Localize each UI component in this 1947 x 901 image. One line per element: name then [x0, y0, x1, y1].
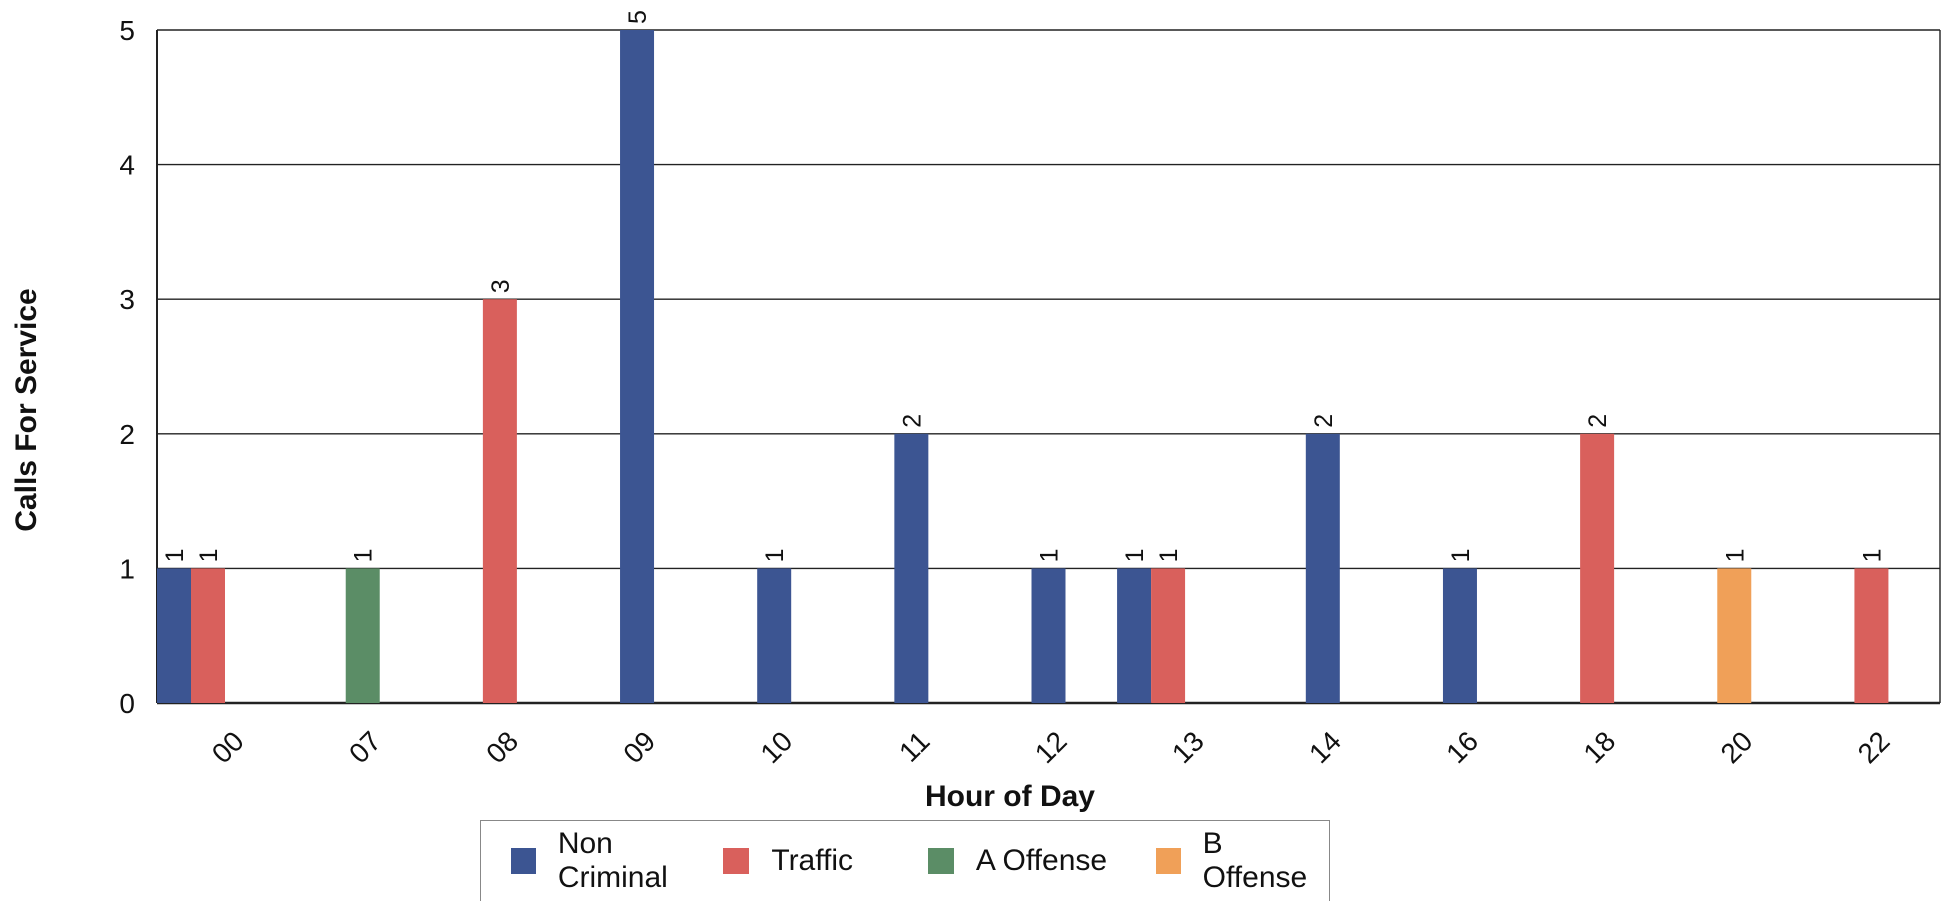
data-label: 1 — [195, 548, 223, 562]
x-tick-label: 10 — [754, 725, 798, 769]
data-label: 2 — [1584, 414, 1612, 428]
x-tick-label: 12 — [1029, 725, 1073, 769]
bar-a-offense-07 — [346, 568, 380, 703]
bar-non-criminal-14 — [1306, 434, 1340, 703]
bar-non-criminal-16 — [1443, 568, 1477, 703]
data-label: 1 — [1121, 548, 1149, 562]
y-tick-label: 1 — [119, 553, 135, 584]
x-tick-label: 00 — [206, 725, 250, 769]
bar-non-criminal-13 — [1117, 568, 1151, 703]
legend-label: A Offense — [976, 844, 1107, 878]
x-tick-label: 13 — [1166, 725, 1210, 769]
bar-non-criminal-11 — [894, 434, 928, 703]
legend-swatch — [511, 848, 536, 874]
y-axis-ticks: 0 1 2 3 4 5 — [119, 15, 135, 719]
x-tick-label: 16 — [1440, 725, 1484, 769]
x-tick-label: 22 — [1852, 725, 1896, 769]
legend-label: Traffic — [771, 844, 853, 878]
x-tick-label: 09 — [617, 725, 661, 769]
legend-item-traffic: Traffic — [723, 844, 928, 878]
legend-item-non-criminal: Non Criminal — [511, 827, 723, 895]
data-label: 1 — [1036, 548, 1064, 562]
data-label: 5 — [624, 10, 652, 24]
data-label: 2 — [898, 414, 926, 428]
legend-label: B Offense — [1203, 827, 1329, 895]
bar-b-offense-20 — [1717, 568, 1751, 703]
data-label: 1 — [1858, 548, 1886, 562]
legend-label: Non Criminal — [558, 827, 724, 895]
legend-swatch — [723, 848, 749, 874]
data-label: 1 — [350, 548, 378, 562]
data-label: 1 — [761, 548, 789, 562]
x-tick-label: 08 — [480, 725, 524, 769]
y-tick-label: 0 — [119, 688, 135, 719]
bar-non-criminal-00 — [157, 568, 191, 703]
data-label: 1 — [1721, 548, 1749, 562]
data-label: 3 — [487, 279, 515, 293]
bar-traffic-00 — [191, 568, 225, 703]
bar-traffic-08 — [483, 299, 517, 703]
y-tick-label: 4 — [119, 150, 135, 181]
y-axis-title: Calls For Service — [10, 288, 43, 531]
bar-non-criminal-12 — [1032, 568, 1066, 703]
x-tick-label: 20 — [1715, 725, 1759, 769]
x-axis-ticks: 00 07 08 09 10 11 12 13 14 16 18 20 22 — [206, 725, 1896, 769]
legend-item-b-offense: B Offense — [1156, 827, 1329, 895]
x-tick-label: 14 — [1303, 725, 1347, 769]
bars — [157, 30, 1888, 703]
x-tick-label: 07 — [343, 725, 387, 769]
y-tick-label: 5 — [119, 15, 135, 46]
legend-item-a-offense: A Offense — [928, 844, 1156, 878]
data-label: 1 — [1155, 548, 1183, 562]
x-tick-label: 18 — [1577, 725, 1621, 769]
data-label: 2 — [1310, 414, 1338, 428]
bar-traffic-13 — [1151, 568, 1185, 703]
x-tick-label: 11 — [893, 725, 935, 767]
legend-swatch — [1156, 848, 1181, 874]
x-axis-title: Hour of Day — [925, 780, 1095, 813]
legend-swatch — [928, 848, 954, 874]
bar-non-criminal-10 — [757, 568, 791, 703]
bar-traffic-18 — [1580, 434, 1614, 703]
y-tick-label: 2 — [119, 419, 135, 450]
legend: Non Criminal Traffic A Offense B Offense — [480, 820, 1330, 901]
data-label: 1 — [161, 548, 189, 562]
bar-traffic-22 — [1854, 568, 1888, 703]
y-tick-label: 3 — [119, 284, 135, 315]
data-label: 1 — [1447, 548, 1475, 562]
bar-non-criminal-09 — [620, 30, 654, 703]
